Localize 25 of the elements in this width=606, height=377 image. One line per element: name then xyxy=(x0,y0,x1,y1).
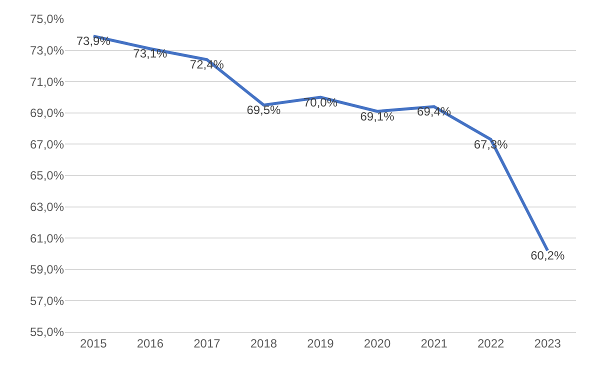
y-tick-label: 67,0% xyxy=(30,137,64,152)
y-tick-label: 75,0% xyxy=(30,12,64,26)
x-tick-label: 2020 xyxy=(364,336,391,350)
y-tick-label: 71,0% xyxy=(30,74,64,89)
y-tick-label: 63,0% xyxy=(30,200,64,214)
y-tick-label: 73,0% xyxy=(30,44,64,58)
data-label: 73,9% xyxy=(76,34,111,48)
data-label: 60,2% xyxy=(530,248,565,263)
y-tick-label: 55,0% xyxy=(30,325,64,340)
data-label: 73,1% xyxy=(133,46,168,61)
y-tick-label: 65,0% xyxy=(30,168,64,183)
x-tick-label: 2018 xyxy=(250,336,278,350)
data-label: 69,5% xyxy=(246,103,282,118)
x-tick-label: 2015 xyxy=(80,336,108,350)
y-tick-label: 59,0% xyxy=(30,262,64,277)
x-tick-label: 2021 xyxy=(420,336,448,350)
data-label: 69,1% xyxy=(360,109,395,124)
x-tick-label: 2016 xyxy=(136,336,164,350)
x-tick-label: 2023 xyxy=(534,336,562,350)
x-tick-label: 2019 xyxy=(307,336,334,350)
y-tick-label: 69,0% xyxy=(30,106,64,120)
y-tick-label: 61,0% xyxy=(30,231,64,246)
x-tick-label: 2017 xyxy=(194,336,221,350)
x-tick-label: 2022 xyxy=(477,336,504,350)
y-tick-label: 57,0% xyxy=(30,294,64,308)
